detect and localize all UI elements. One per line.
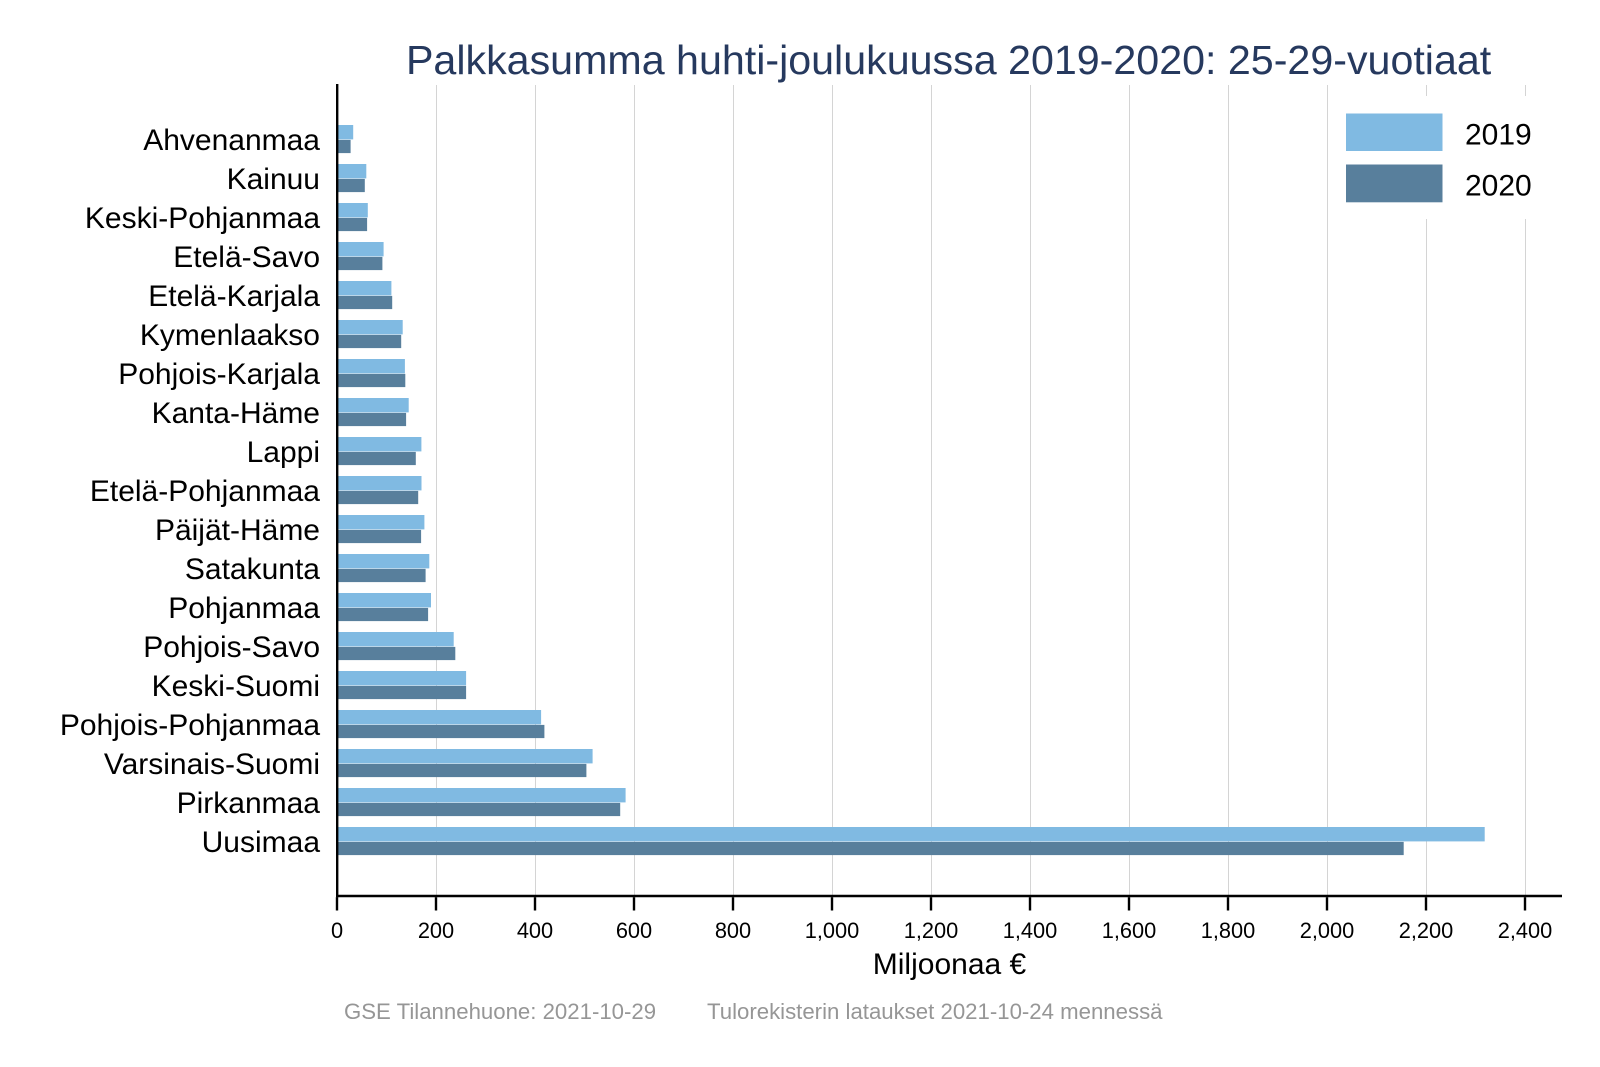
svg-text:1,200: 1,200 bbox=[904, 918, 959, 943]
svg-text:Pirkanmaa: Pirkanmaa bbox=[177, 787, 321, 820]
svg-text:600: 600 bbox=[616, 918, 652, 943]
svg-text:Uusimaa: Uusimaa bbox=[202, 826, 321, 859]
svg-text:2,000: 2,000 bbox=[1300, 918, 1355, 943]
svg-text:400: 400 bbox=[517, 918, 553, 943]
svg-text:Päijät-Häme: Päijät-Häme bbox=[155, 514, 320, 547]
svg-text:2019: 2019 bbox=[1465, 118, 1532, 151]
svg-text:Pohjanmaa: Pohjanmaa bbox=[168, 592, 320, 625]
svg-text:Kanta-Häme: Kanta-Häme bbox=[152, 397, 320, 430]
svg-text:Satakunta: Satakunta bbox=[185, 553, 320, 586]
svg-text:Pohjois-Karjala: Pohjois-Karjala bbox=[118, 358, 320, 391]
svg-text:Varsinais-Suomi: Varsinais-Suomi bbox=[104, 748, 320, 781]
svg-text:1,600: 1,600 bbox=[1102, 918, 1157, 943]
svg-text:Etelä-Karjala: Etelä-Karjala bbox=[148, 280, 320, 313]
svg-text:200: 200 bbox=[418, 918, 454, 943]
svg-text:Lappi: Lappi bbox=[247, 436, 320, 469]
svg-text:Ahvenanmaa: Ahvenanmaa bbox=[143, 124, 320, 157]
svg-text:2,400: 2,400 bbox=[1498, 918, 1553, 943]
svg-text:GSE Tilannehuone: 2021-10-29: GSE Tilannehuone: 2021-10-29 bbox=[344, 999, 656, 1024]
svg-text:Pohjois-Pohjanmaa: Pohjois-Pohjanmaa bbox=[60, 709, 320, 742]
svg-text:Etelä-Savo: Etelä-Savo bbox=[173, 241, 320, 274]
svg-text:Miljoonaa €: Miljoonaa € bbox=[873, 948, 1027, 981]
svg-text:Pohjois-Savo: Pohjois-Savo bbox=[143, 631, 320, 664]
svg-text:Keski-Pohjanmaa: Keski-Pohjanmaa bbox=[85, 202, 320, 235]
svg-text:2020: 2020 bbox=[1465, 170, 1532, 203]
svg-text:Tulorekisterin lataukset 2021-: Tulorekisterin lataukset 2021-10-24 menn… bbox=[707, 999, 1163, 1024]
svg-text:1,800: 1,800 bbox=[1201, 918, 1256, 943]
svg-text:2,200: 2,200 bbox=[1399, 918, 1454, 943]
svg-text:Kymenlaakso: Kymenlaakso bbox=[140, 319, 320, 352]
svg-text:1,400: 1,400 bbox=[1003, 918, 1058, 943]
svg-text:Palkkasumma huhti-joulukuussa: Palkkasumma huhti-joulukuussa 2019-2020:… bbox=[406, 37, 1492, 83]
svg-text:0: 0 bbox=[331, 918, 343, 943]
svg-text:Kainuu: Kainuu bbox=[227, 163, 320, 196]
svg-text:Keski-Suomi: Keski-Suomi bbox=[152, 670, 320, 703]
svg-text:800: 800 bbox=[715, 918, 751, 943]
svg-text:1,000: 1,000 bbox=[805, 918, 860, 943]
svg-text:Etelä-Pohjanmaa: Etelä-Pohjanmaa bbox=[90, 475, 320, 508]
